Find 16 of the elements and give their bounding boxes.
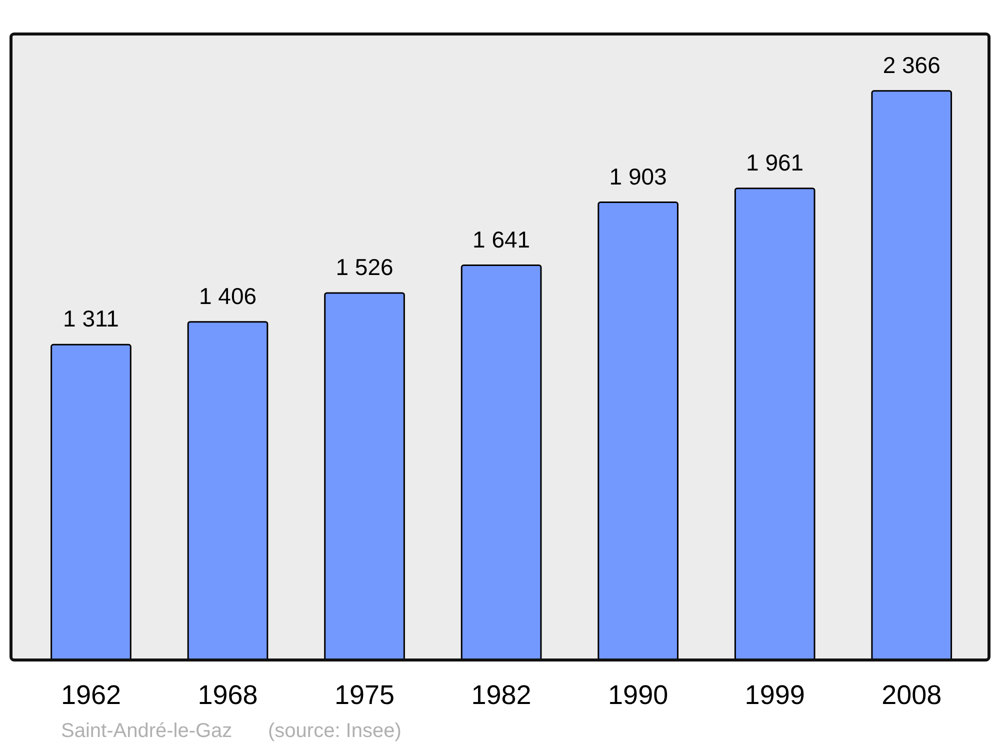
- text: Saint-André-le-Gaz: [61, 720, 232, 742]
- x-tick-label: 1975: [334, 680, 395, 710]
- data-label: 1 311: [63, 306, 119, 332]
- data-label: 2 366: [882, 52, 940, 78]
- x-tick-label: 2008: [882, 680, 942, 710]
- x-tick-label: 1999: [744, 680, 805, 710]
- data-label: 1 903: [609, 163, 667, 190]
- x-tick-label: 1982: [471, 680, 532, 710]
- data-label: 1 641: [472, 226, 530, 252]
- x-tick-label: 1968: [198, 680, 258, 710]
- text: (source: Insee): [268, 720, 402, 742]
- x-tick-label: 1962: [60, 680, 122, 710]
- data-label: 1 961: [746, 149, 804, 176]
- x-tick-label: 1990: [608, 680, 668, 710]
- data-label: 1 406: [198, 282, 257, 309]
- data-label: 1 526: [336, 254, 394, 280]
